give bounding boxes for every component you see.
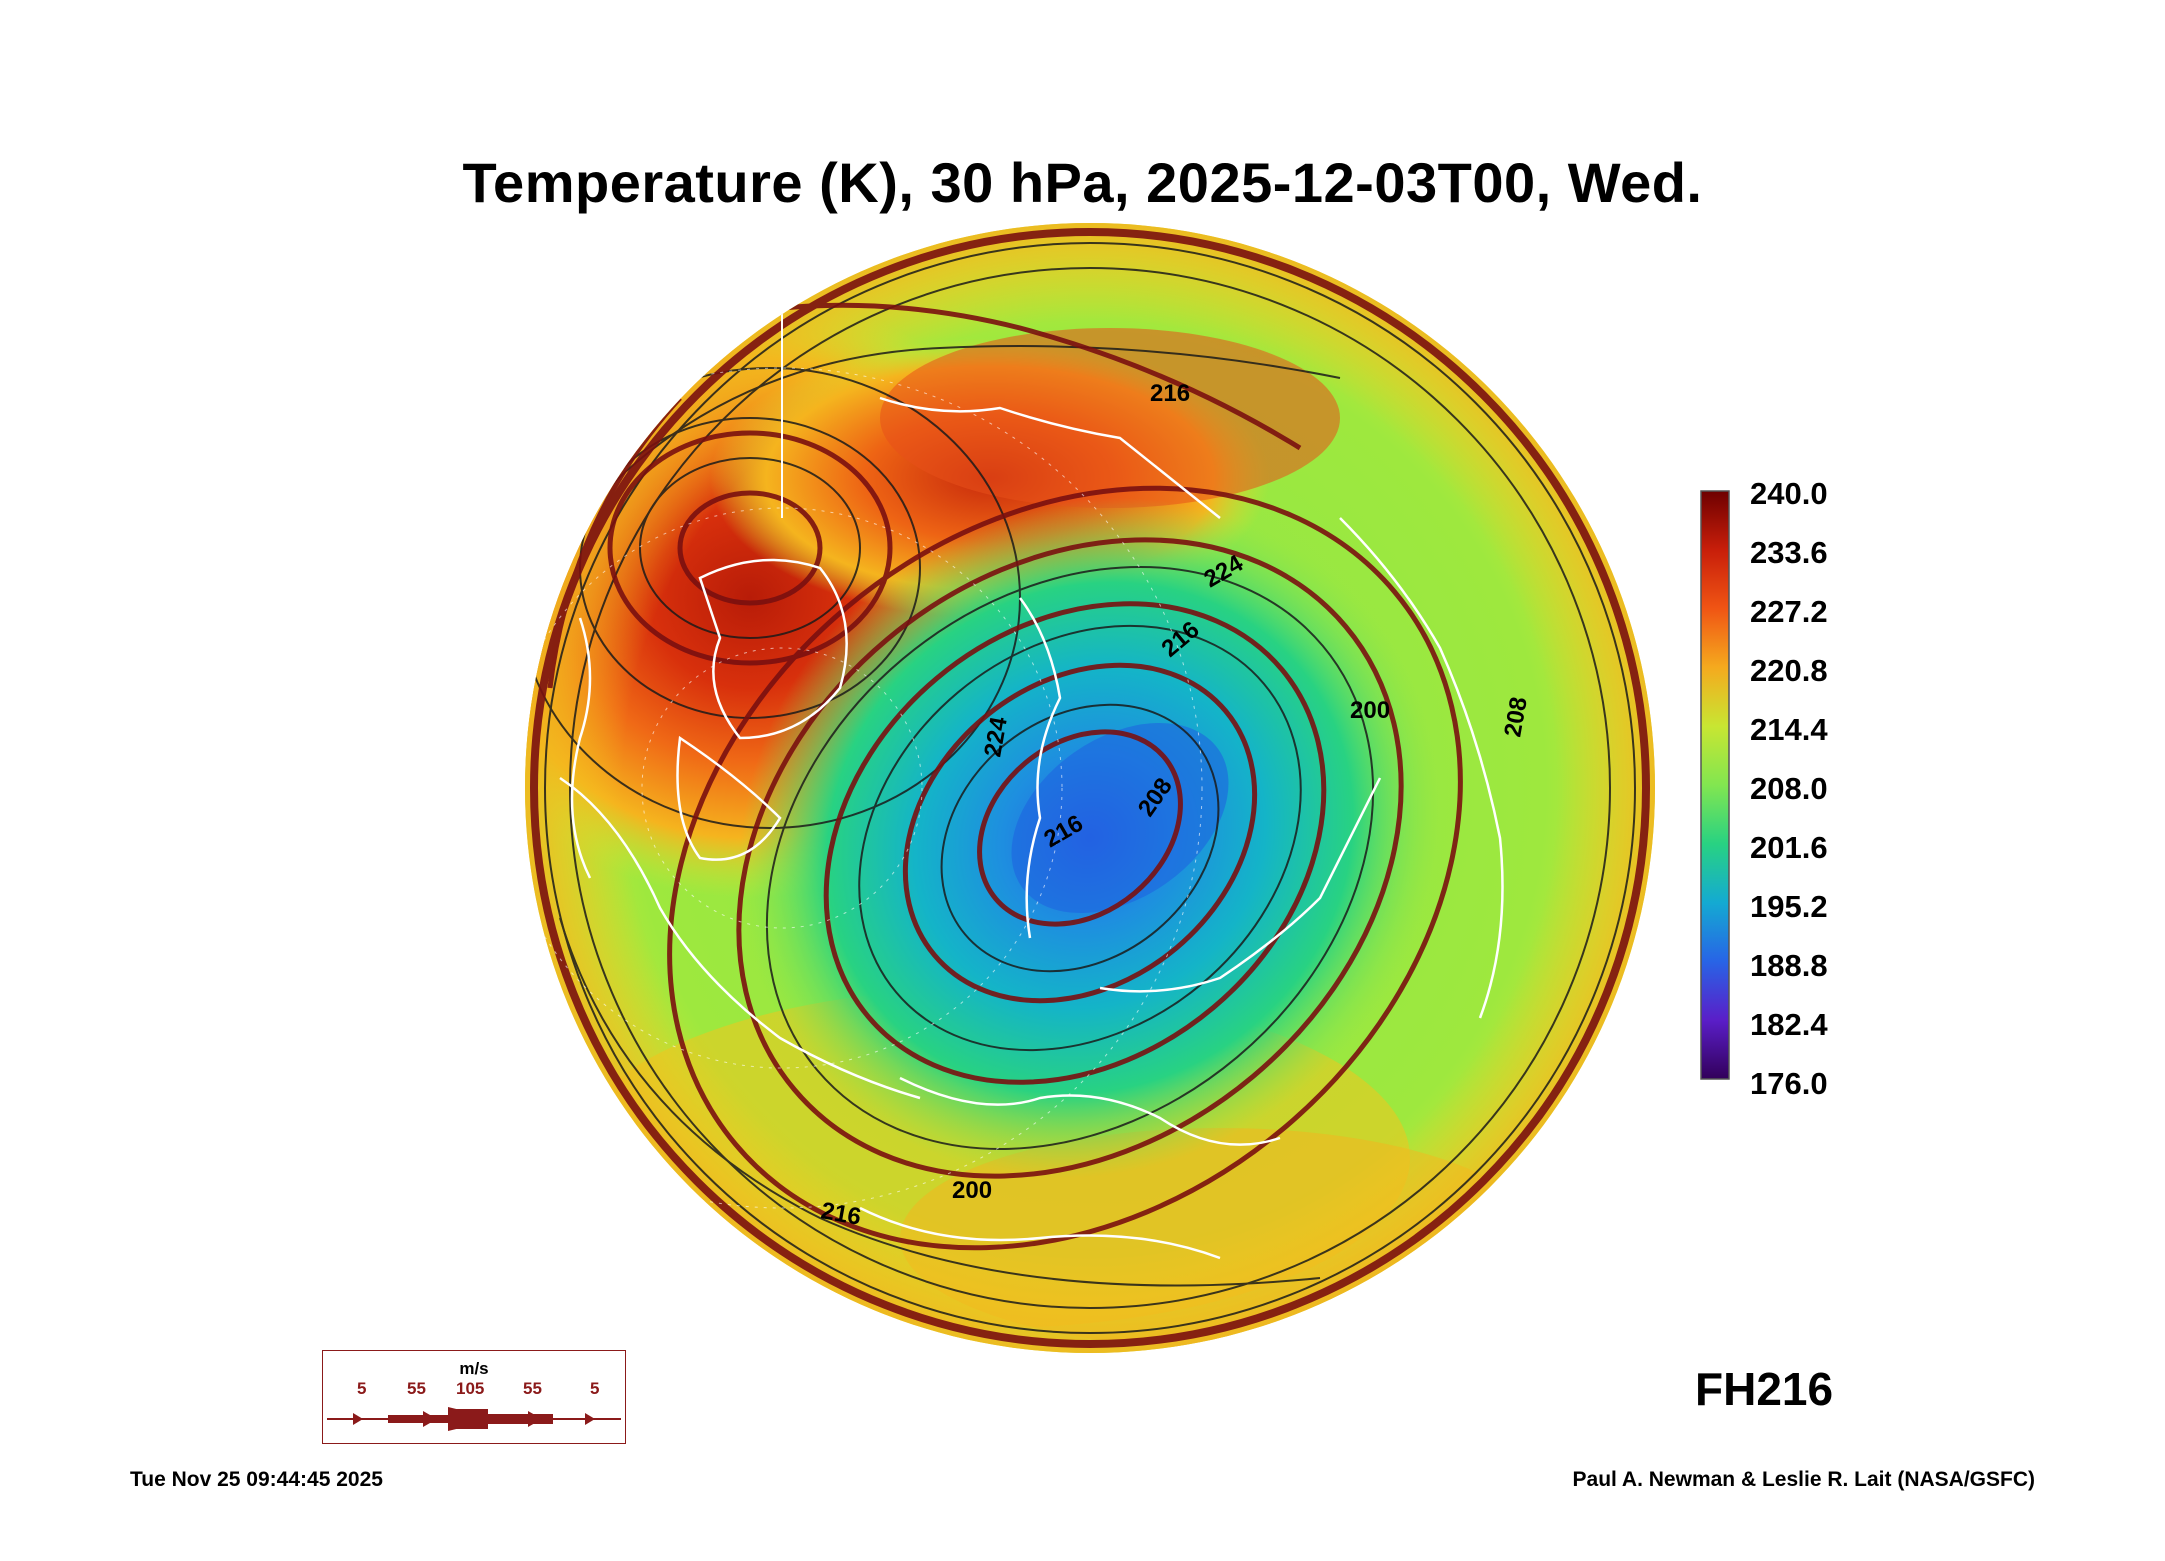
- forecast-hour: FH216: [1695, 1363, 1834, 1415]
- generated-timestamp: Tue Nov 25 09:44:45 2025: [130, 1468, 383, 1491]
- colorbar-gradient: [1700, 490, 1730, 1080]
- temperature-contours: [525, 242, 1636, 1334]
- graticule: [525, 367, 1203, 1209]
- contour-label: 216: [520, 584, 526, 630]
- colorbar-label: 176.0: [1750, 1066, 1828, 1101]
- wind-speed-label: 5: [357, 1379, 367, 1398]
- plot-title: Temperature (K), 30 hPa, 2025-12-03T00, …: [462, 151, 1703, 214]
- wind-speed-label: 55: [523, 1379, 542, 1398]
- contour-label: 200: [1350, 697, 1390, 724]
- credit-line: Paul A. Newman & Leslie R. Lait (NASA/GS…: [1572, 1468, 2035, 1491]
- colorbar-label: 188.8: [1750, 948, 1828, 983]
- wind-unit: m/s: [459, 1359, 489, 1378]
- colorbar-label: 182.4: [1750, 1007, 1828, 1042]
- wind-streamlines: [530, 228, 1650, 1348]
- colorbar-label: 220.8: [1750, 653, 1828, 688]
- wind-speed-label: 5: [590, 1379, 600, 1398]
- wind-speed-label: 105: [456, 1379, 485, 1398]
- colorbar-label: 233.6: [1750, 535, 1828, 570]
- coastlines: [559, 297, 1504, 1260]
- colorbar-label: 240.0: [1750, 476, 1828, 511]
- wind-legend-glyph: [327, 1407, 621, 1431]
- wind-speed-label: 55: [407, 1379, 426, 1398]
- wind-speed-legend: m/s 5 55 105 55 5: [322, 1350, 626, 1444]
- colorbar: [1700, 490, 1730, 1080]
- contour-label: 216: [1150, 380, 1190, 407]
- contour-label: 200: [952, 1177, 992, 1204]
- polar-map: 216 216 216 216 224 224 208 208 200 200 …: [520, 218, 1660, 1358]
- colorbar-label: 195.2: [1750, 889, 1828, 924]
- colorbar-label: 214.4: [1750, 712, 1828, 747]
- colorbar-label: 227.2: [1750, 594, 1828, 629]
- colorbar-label: 201.6: [1750, 830, 1828, 865]
- map-svg: 216 216 216 216 224 224 208 208 200 200 …: [520, 223, 1655, 1353]
- colorbar-label: 208.0: [1750, 771, 1828, 806]
